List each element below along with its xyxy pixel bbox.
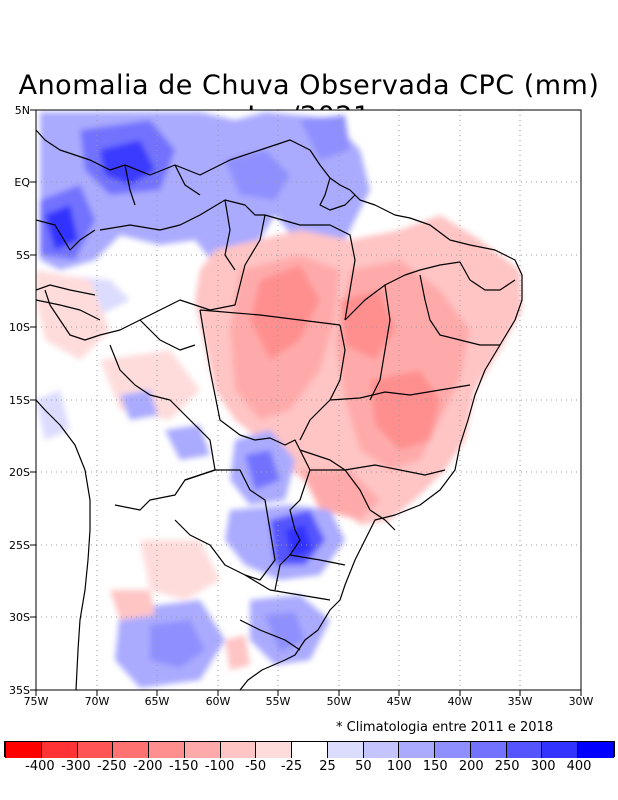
legend-swatch <box>256 742 293 758</box>
legend-swatch <box>292 742 328 758</box>
lon-labels: 75W 70W 65W 60W 55W 50W 45W 40W 35W 30W <box>24 695 594 708</box>
lat-label: 15S <box>9 394 30 407</box>
legend-label: 150 <box>422 759 448 774</box>
legend-swatch <box>220 742 257 758</box>
lon-label: 50W <box>327 695 352 708</box>
legend-swatch <box>113 742 150 758</box>
legend-label: -100 <box>204 759 235 774</box>
lon-label: 65W <box>145 695 170 708</box>
tick-marks <box>30 109 582 696</box>
legend-swatch <box>399 742 436 758</box>
legend-label: 25 <box>319 759 336 774</box>
lat-label: 5S <box>16 249 30 262</box>
legend-swatch <box>184 742 221 758</box>
lat-label: 5N <box>15 104 30 117</box>
legend-label: 250 <box>494 759 520 774</box>
lon-label: 70W <box>85 695 110 708</box>
legend-swatch <box>506 742 543 758</box>
lat-label: 10S <box>9 321 30 334</box>
legend-label: 200 <box>458 759 484 774</box>
legend-swatch <box>5 742 42 758</box>
lon-label: 45W <box>387 695 412 708</box>
legend-label: 400 <box>566 759 592 774</box>
color-legend <box>4 741 615 758</box>
legend-swatch <box>363 742 400 758</box>
legend-swatch <box>542 742 579 758</box>
lon-label: 35W <box>508 695 533 708</box>
anomaly-field <box>36 110 581 690</box>
legend-label: 50 <box>355 759 372 774</box>
legend-swatch <box>77 742 114 758</box>
lat-label: 25S <box>9 539 30 552</box>
lat-label: EQ <box>14 176 30 189</box>
legend-label: -200 <box>132 759 163 774</box>
coastline <box>36 129 523 690</box>
legend-swatch <box>149 742 185 758</box>
legend-label: -400 <box>25 759 55 774</box>
brazil-border <box>44 199 266 341</box>
legend-label: -250 <box>97 759 127 774</box>
lon-label: 30W <box>569 695 594 708</box>
lat-label: 30S <box>9 611 30 624</box>
boundaries <box>36 129 523 690</box>
legend-swatch <box>41 742 78 758</box>
gridlines <box>36 110 581 690</box>
lon-label: 55W <box>266 695 291 708</box>
legend-label: 100 <box>386 759 412 774</box>
legend-label: -150 <box>168 759 199 774</box>
legend-label: -25 <box>280 759 303 774</box>
legend-label: -300 <box>61 759 91 774</box>
legend-swatch <box>578 742 615 758</box>
lon-label: 75W <box>24 695 49 708</box>
legend-labels: -400 -300 -250 -200 -150 -100 -50 -25 25 50 100 150… <box>0 759 618 775</box>
lat-label: 20S <box>9 466 30 479</box>
lon-label: 60W <box>206 695 231 708</box>
lat-label: 35S <box>9 684 30 697</box>
lon-label: 40W <box>448 695 473 708</box>
legend-swatch <box>327 742 364 758</box>
climatology-note: * Climatologia entre 2011 e 2018 <box>336 720 554 735</box>
legend-swatch <box>470 742 507 758</box>
legend-swatch <box>435 742 471 758</box>
legend-label: -50 <box>244 759 267 774</box>
lat-labels: 5N EQ 5S 10S 15S 20S 25S 30S 35S <box>9 104 30 697</box>
legend-label: 300 <box>530 759 556 774</box>
